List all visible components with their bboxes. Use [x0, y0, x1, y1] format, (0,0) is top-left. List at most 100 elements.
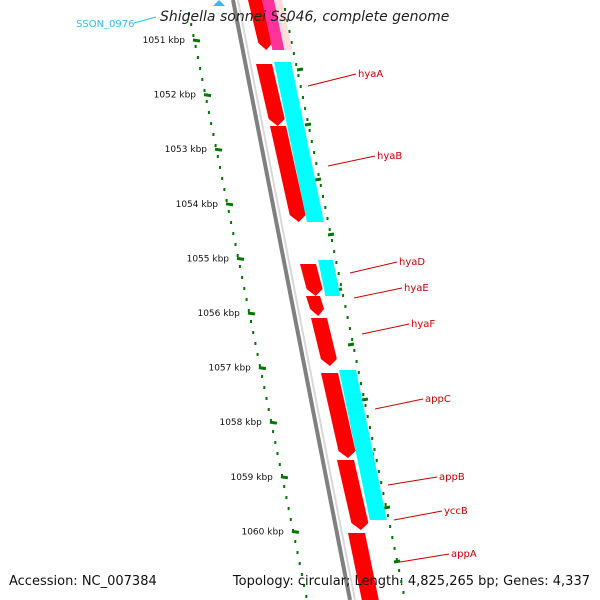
genome-title: Shigella sonnei Ss046, complete genome: [160, 9, 450, 25]
scale-dot: [194, 45, 197, 48]
scale-dot: [212, 133, 215, 136]
scale-dot: [223, 188, 226, 191]
outer-dot: [375, 459, 378, 462]
cds-feature-hyaD: [300, 264, 323, 296]
gene-label-hyaF[interactable]: hyaF: [411, 319, 435, 330]
gene-label-yccB[interactable]: yccB: [444, 506, 468, 517]
scale-dot: [234, 243, 237, 246]
scale-dot: [236, 254, 239, 257]
outer-dot: [331, 239, 333, 242]
outer-dot: [369, 426, 371, 429]
scale-tick: [214, 147, 223, 152]
cds-feature-hyaA: [256, 64, 285, 126]
outer-dot: [319, 184, 322, 187]
scale-dot: [221, 177, 224, 180]
outer-dot: [371, 437, 374, 440]
scale-dot: [287, 507, 290, 510]
scale-dot: [283, 485, 286, 488]
topology-text: Topology: circular; Length: 4,825,265 bp…: [232, 574, 590, 589]
scale-dot: [192, 34, 195, 37]
scale-dot: [252, 331, 255, 334]
outer-dot: [346, 316, 349, 319]
scale-tick-label: 1059 kbp: [230, 473, 273, 483]
outer-dot: [326, 217, 329, 220]
scale-dot: [210, 122, 213, 125]
outer-dot: [313, 151, 316, 154]
scale-dot: [207, 111, 210, 114]
gene-label-appC[interactable]: appC: [425, 394, 451, 405]
scale-tick: [236, 256, 245, 261]
scale-tick: [225, 202, 234, 207]
top-gene-marker: [213, 0, 225, 6]
outer-dot: [384, 503, 387, 506]
gene-label-hyaD[interactable]: hyaD: [399, 257, 425, 268]
scale-tick: [291, 529, 300, 534]
scale-tick-label: 1051 kbp: [143, 36, 186, 46]
outer-dot: [284, 8, 286, 11]
outer-dot: [292, 52, 295, 55]
pink-feature: [262, 0, 286, 50]
scale-dot: [263, 386, 266, 389]
scale-dot: [278, 463, 281, 466]
outer-dot: [304, 107, 307, 110]
scale-dot: [238, 265, 241, 268]
scale-dot: [272, 430, 275, 433]
scale-tick: [258, 366, 267, 371]
outer-tick: [383, 505, 391, 510]
outer-tick: [361, 397, 369, 402]
outer-dot: [355, 360, 358, 363]
gene-label-leader: [349, 261, 398, 274]
scale-dot: [232, 232, 235, 235]
outer-dot: [339, 283, 342, 286]
scale-dot: [188, 12, 190, 15]
scale-tick: [203, 93, 212, 98]
scale-dot: [201, 78, 204, 81]
gene-label-hyaA[interactable]: hyaA: [358, 69, 383, 80]
gene-labels: hyaA hyaB hyaD hyaE hyaF appC appB yccB appA SSON…: [76, 0, 477, 563]
outer-tick: [314, 177, 322, 182]
rna-feature: [339, 370, 387, 520]
outer-dot: [393, 547, 396, 550]
scale-dot: [199, 67, 202, 70]
scale-tick: [280, 475, 289, 480]
gene-label-hyaE[interactable]: hyaE: [404, 283, 429, 294]
accession-text: Accession: NC_007384: [9, 574, 157, 589]
gene-label-hyaB[interactable]: hyaB: [377, 151, 402, 162]
outer-tick: [327, 232, 335, 237]
scale-dot: [190, 23, 193, 26]
scale-dot: [276, 452, 279, 455]
gene-label-appA[interactable]: appA: [451, 549, 477, 560]
outer-dot: [337, 272, 340, 275]
scale-dot: [203, 89, 206, 92]
scale-tick: [192, 38, 201, 43]
cds-feature-hyaB: [270, 126, 306, 222]
genome-backbone: [231, 0, 352, 600]
outer-dot: [299, 85, 302, 88]
scale-dot: [300, 573, 303, 576]
outer-dot: [310, 140, 313, 143]
outer-dot: [351, 338, 354, 341]
outer-dot: [364, 404, 367, 407]
scale-tick-label: 1052 kbp: [154, 91, 197, 101]
gene-label-appB[interactable]: appB: [439, 472, 465, 483]
scale-tick-label: 1056 kbp: [197, 309, 240, 319]
scale-dot: [298, 562, 301, 565]
scale-dot: [289, 518, 292, 521]
gene-label-leader: [353, 287, 403, 299]
outer-tick: [304, 122, 312, 127]
gene-label-top[interactable]: SSON_0976: [76, 19, 135, 30]
gene-label-leader: [387, 476, 438, 486]
scale-dot: [256, 353, 259, 356]
scale-dot: [241, 276, 244, 279]
outer-dot: [389, 525, 392, 528]
scale-dot: [196, 56, 199, 59]
scale-ticks: 1051 kbp 1052 kbp 1053 kbp 1054 kbp 1055 kbp…: [143, 36, 300, 537]
scale-dot: [250, 320, 252, 323]
gene-label-leader: [393, 510, 443, 521]
outer-dot: [308, 129, 311, 132]
rna-feature: [318, 260, 341, 296]
scale-dot: [303, 584, 306, 587]
outer-dot: [391, 536, 394, 539]
genome-backbone-shadow: [237, 0, 356, 600]
